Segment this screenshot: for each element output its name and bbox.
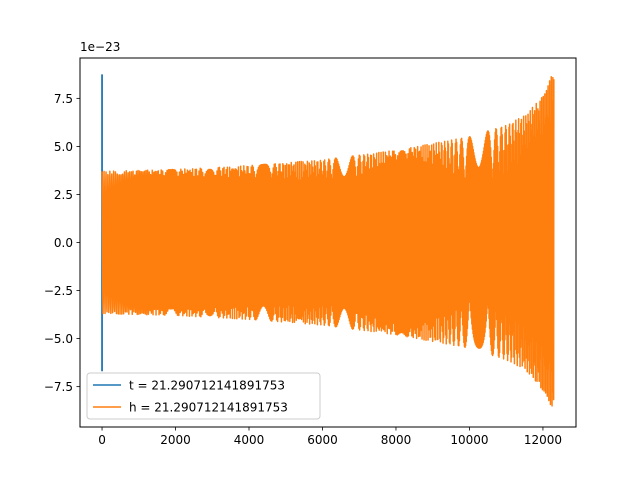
legend-box <box>86 372 321 420</box>
legend-label-h: h = 21.290712141891753 <box>129 401 288 415</box>
legend: t = 21.290712141891753 h = 21.2907121418… <box>86 372 321 420</box>
series-h-line <box>101 76 555 407</box>
x-tick-label: 0 <box>98 433 106 447</box>
legend-label-t: t = 21.290712141891753 <box>129 379 285 393</box>
x-tick-label: 4000 <box>234 433 265 447</box>
y-tick-label: 7.5 <box>54 92 73 106</box>
x-tick-label: 12000 <box>524 433 562 447</box>
y-offset-label: 1e−23 <box>80 40 120 54</box>
y-tick-label: 2.5 <box>54 188 73 202</box>
x-tick-label: 8000 <box>381 433 412 447</box>
y-tick-label: −5.0 <box>44 332 73 346</box>
y-tick-label: −7.5 <box>44 380 73 394</box>
y-tick-label: 5.0 <box>54 140 73 154</box>
y-tick-label: −2.5 <box>44 284 73 298</box>
x-tick-label: 2000 <box>160 433 191 447</box>
x-tick-label: 6000 <box>307 433 338 447</box>
y-tick-label: 0.0 <box>54 236 73 250</box>
axis-ticks: 0 2000 4000 6000 8000 10000 12000 −7.5 −5.0 −2.5 0… <box>44 92 562 447</box>
x-tick-label: 10000 <box>450 433 488 447</box>
plot-area <box>101 74 555 407</box>
